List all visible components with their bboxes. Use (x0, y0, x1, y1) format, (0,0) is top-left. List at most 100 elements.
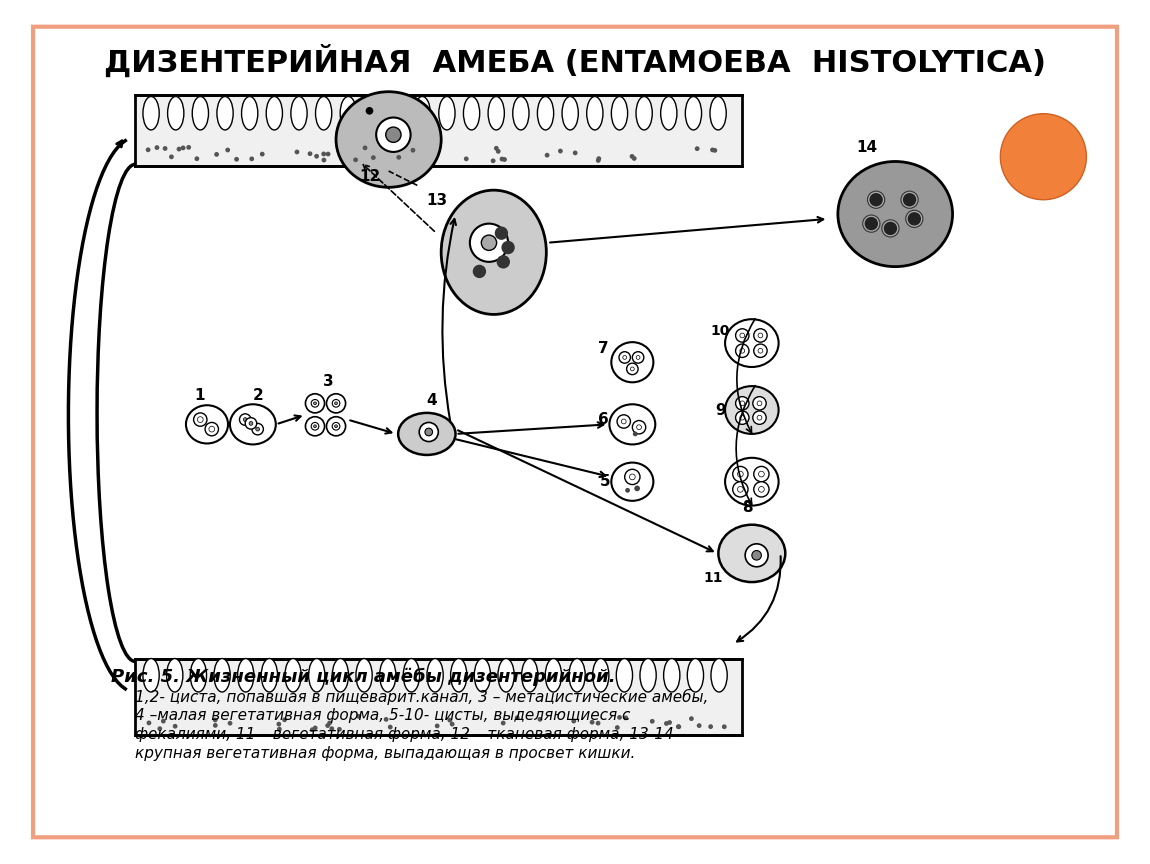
Circle shape (618, 415, 630, 429)
Circle shape (146, 721, 152, 725)
Ellipse shape (404, 658, 420, 692)
Ellipse shape (612, 462, 653, 501)
Circle shape (420, 422, 438, 442)
Circle shape (491, 158, 496, 163)
Ellipse shape (838, 162, 952, 267)
Ellipse shape (398, 413, 455, 455)
Text: 6: 6 (598, 412, 610, 428)
Ellipse shape (442, 190, 546, 314)
Circle shape (737, 471, 743, 477)
Ellipse shape (143, 658, 159, 692)
Circle shape (325, 152, 330, 156)
Circle shape (385, 127, 401, 143)
Circle shape (260, 152, 265, 156)
Circle shape (307, 151, 313, 156)
Circle shape (277, 727, 282, 732)
Circle shape (596, 721, 600, 726)
Circle shape (321, 151, 327, 156)
Circle shape (314, 402, 316, 404)
Circle shape (753, 344, 767, 358)
Circle shape (631, 156, 637, 161)
Circle shape (630, 367, 635, 371)
Circle shape (689, 716, 693, 721)
Circle shape (463, 156, 469, 162)
Circle shape (276, 721, 282, 727)
Circle shape (177, 147, 182, 151)
Ellipse shape (685, 97, 702, 130)
Circle shape (624, 469, 641, 485)
Circle shape (650, 719, 654, 724)
Ellipse shape (190, 658, 207, 692)
Circle shape (596, 158, 600, 162)
Ellipse shape (592, 658, 608, 692)
Circle shape (739, 348, 745, 353)
Text: 13: 13 (426, 193, 447, 207)
Circle shape (739, 333, 745, 338)
Ellipse shape (586, 97, 603, 130)
Text: 4: 4 (427, 393, 437, 408)
Ellipse shape (390, 97, 406, 130)
Circle shape (618, 715, 622, 720)
Ellipse shape (192, 97, 208, 130)
Ellipse shape (616, 658, 633, 692)
Ellipse shape (427, 658, 443, 692)
Ellipse shape (380, 658, 396, 692)
Circle shape (447, 718, 452, 722)
Circle shape (473, 264, 486, 278)
Circle shape (883, 222, 897, 235)
Circle shape (753, 411, 766, 424)
Circle shape (907, 213, 921, 226)
Circle shape (621, 419, 626, 424)
Text: 3: 3 (323, 374, 334, 389)
Circle shape (146, 148, 151, 152)
Circle shape (228, 721, 232, 726)
Circle shape (314, 154, 319, 159)
Circle shape (496, 149, 500, 154)
Circle shape (235, 157, 239, 162)
Circle shape (225, 148, 230, 152)
Circle shape (632, 421, 646, 434)
Circle shape (733, 482, 748, 497)
Circle shape (497, 255, 509, 269)
Circle shape (450, 721, 454, 727)
Circle shape (626, 488, 630, 492)
Ellipse shape (724, 386, 779, 434)
Circle shape (736, 329, 749, 342)
Ellipse shape (238, 658, 254, 692)
Ellipse shape (463, 97, 480, 130)
Ellipse shape (217, 97, 233, 130)
Ellipse shape (242, 97, 258, 130)
Ellipse shape (186, 405, 228, 443)
Circle shape (545, 153, 550, 157)
Ellipse shape (474, 658, 491, 692)
Circle shape (635, 486, 641, 492)
Circle shape (154, 145, 160, 150)
Ellipse shape (306, 394, 324, 413)
Ellipse shape (711, 658, 727, 692)
Circle shape (736, 344, 749, 358)
Circle shape (623, 715, 628, 721)
Circle shape (162, 146, 168, 151)
Text: 8: 8 (742, 500, 752, 515)
Circle shape (739, 416, 745, 420)
Circle shape (757, 401, 761, 406)
Ellipse shape (315, 97, 331, 130)
Circle shape (312, 422, 319, 430)
Text: крупная вегетативная форма, выпадающая в просвет кишки.: крупная вегетативная форма, выпадающая в… (136, 746, 636, 761)
Circle shape (332, 399, 340, 407)
Text: фекалиями, 11 – вегетативная форма, 12 – тканевая форма, 13-14 –: фекалиями, 11 – вегетативная форма, 12 –… (136, 727, 687, 742)
Ellipse shape (688, 658, 704, 692)
Circle shape (214, 152, 218, 156)
Circle shape (637, 425, 642, 429)
Circle shape (172, 724, 177, 728)
Circle shape (737, 486, 743, 492)
Circle shape (244, 417, 247, 422)
Circle shape (722, 724, 727, 729)
Ellipse shape (365, 97, 381, 130)
Circle shape (558, 149, 562, 154)
Circle shape (250, 156, 254, 162)
Circle shape (573, 150, 577, 156)
Text: 4 –малая вегетативная форма, 5-10- цисты, выделяющиеся с: 4 –малая вегетативная форма, 5-10- цисты… (136, 708, 630, 723)
Text: 11: 11 (704, 571, 723, 585)
Circle shape (194, 156, 199, 161)
